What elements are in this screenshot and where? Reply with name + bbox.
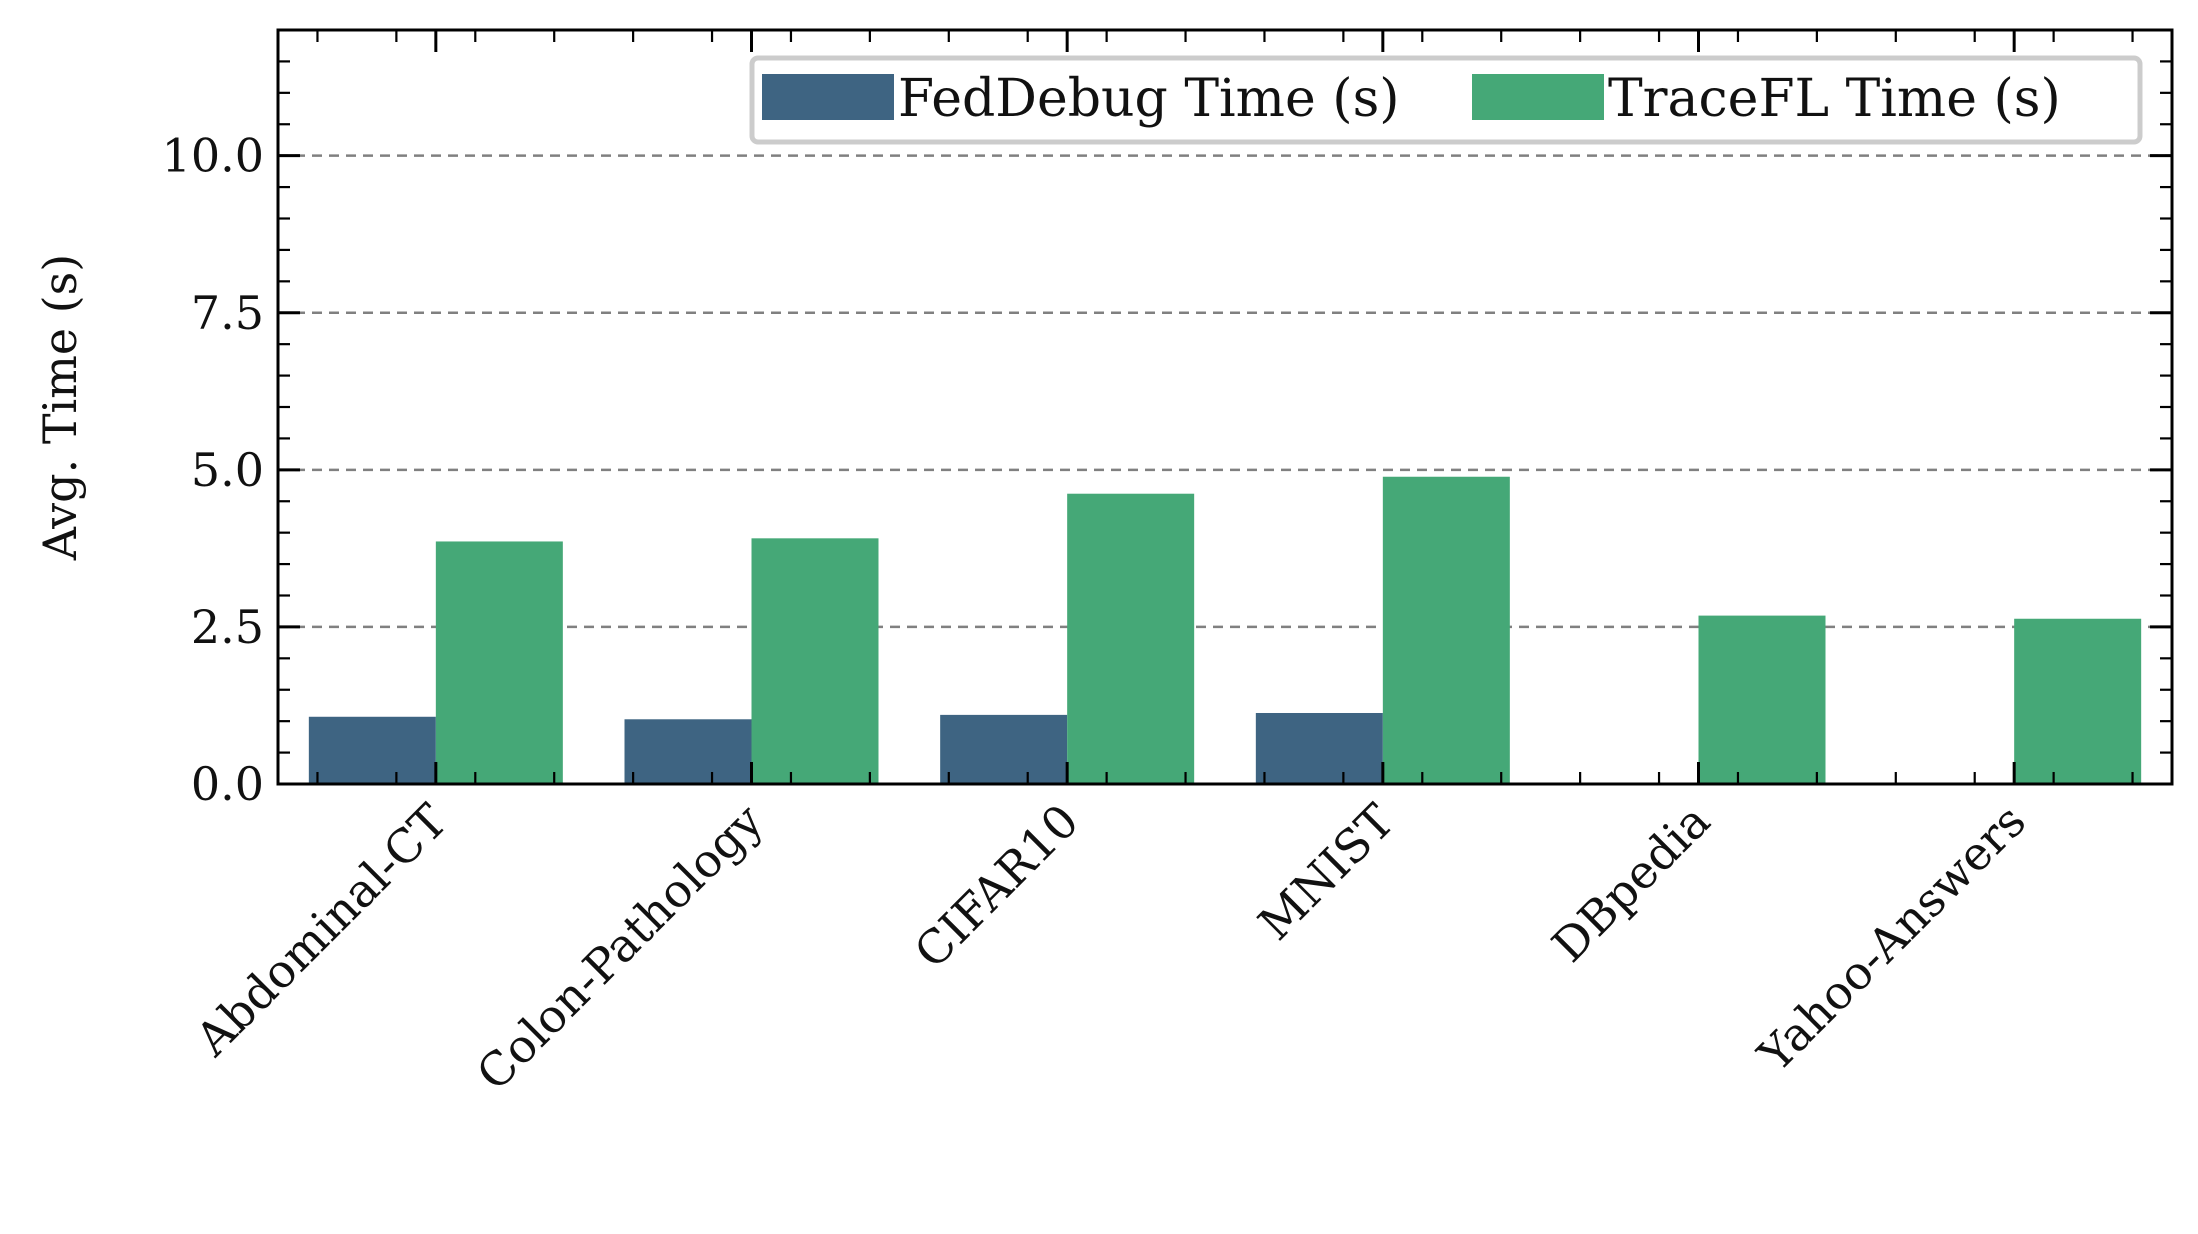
bar <box>1698 615 1826 784</box>
x-tick-label: CIFAR10 <box>904 794 1089 979</box>
x-tick-label: DBpedia <box>1541 794 1720 973</box>
bar <box>2014 618 2142 784</box>
y-tick-label: 7.5 <box>191 286 264 340</box>
bar <box>1255 712 1383 784</box>
bar <box>1382 476 1510 784</box>
legend: FedDebug Time (s) TraceFL Time (s) <box>749 55 2143 145</box>
x-tick-labels: Abdominal-CT Colon-Pathology CIFAR10 MNIST D… <box>184 793 2036 1100</box>
x-tick-label: Colon-Pathology <box>466 794 773 1101</box>
bar <box>435 541 563 784</box>
x-tick-label: MNIST <box>1248 793 1405 950</box>
ticks <box>278 28 2172 786</box>
bar <box>1067 493 1195 784</box>
legend-box <box>749 55 2143 145</box>
legend-swatch <box>762 74 894 120</box>
bar <box>940 714 1068 784</box>
y-tick-labels: 0.0 2.5 5.0 7.5 10.0 <box>162 129 264 811</box>
bar <box>751 538 879 784</box>
bars <box>308 476 2142 784</box>
bar <box>308 716 436 784</box>
y-tick-label: 10.0 <box>162 129 264 183</box>
y-axis-label: Avg. Time (s) <box>33 254 87 561</box>
legend-label: FedDebug Time (s) <box>898 69 1400 129</box>
y-tick-label: 2.5 <box>191 600 264 654</box>
x-tick-label: Yahoo-Answers <box>1747 794 2036 1083</box>
legend-items: FedDebug Time (s) TraceFL Time (s) <box>762 69 2061 129</box>
y-tick-label: 5.0 <box>191 443 264 497</box>
legend-swatch <box>1472 74 1604 120</box>
bar <box>624 719 752 784</box>
x-tick-label: Abdominal-CT <box>184 793 457 1066</box>
y-tick-label: 0.0 <box>191 757 264 811</box>
legend-label: TraceFL Time (s) <box>1608 69 2061 129</box>
grid-lines <box>278 154 2172 629</box>
